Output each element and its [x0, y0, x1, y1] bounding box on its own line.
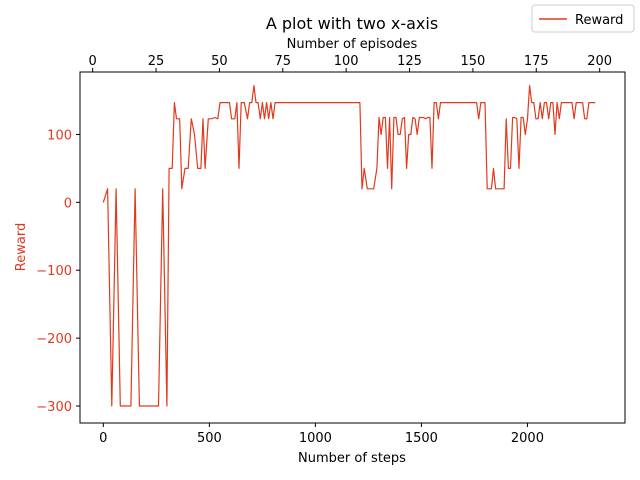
legend-box: [531, 4, 635, 33]
chart-title: A plot with two x-axis: [266, 14, 438, 33]
plot-area: [79, 71, 626, 424]
y-axis-label: Reward: [14, 223, 29, 271]
x2-axis-label: Number of episodes: [287, 37, 418, 52]
y-tick-label: −200: [36, 332, 72, 347]
legend: Reward: [531, 4, 635, 33]
legend-label-reward: Reward: [575, 13, 623, 28]
y-tick-label: 100: [47, 128, 72, 143]
x2-tick-label: 0: [89, 54, 97, 69]
x2-tick-label: 25: [148, 54, 165, 69]
x2-tick-label: 75: [275, 54, 292, 69]
y-tick-label: 0: [64, 196, 72, 211]
x-axis-label: Number of steps: [298, 451, 406, 466]
x2-tick-label: 50: [211, 54, 228, 69]
x-tick-label: 500: [197, 431, 222, 446]
y-axis: −300 −200 −100 0 100: [36, 128, 80, 415]
x-tick-label: 2000: [511, 431, 544, 446]
x-tick-label: 1500: [405, 431, 438, 446]
x-tick-label: 0: [99, 431, 107, 446]
x2-tick-label: 125: [397, 54, 422, 69]
x-axis-bottom: 0 500 1000 1500 2000: [99, 423, 544, 446]
x2-tick-label: 175: [524, 54, 549, 69]
y-tick-label: −100: [36, 264, 72, 279]
x-tick-label: 1000: [299, 431, 332, 446]
y-tick-label: −300: [36, 400, 72, 415]
x2-tick-label: 200: [587, 54, 612, 69]
series-layer: [102, 85, 596, 407]
x2-tick-label: 150: [460, 54, 485, 69]
axes-frame: [79, 71, 626, 424]
x2-tick-label: 100: [334, 54, 359, 69]
x-axis-top: 0 25 50 75 100 125 150 175 200: [89, 54, 612, 72]
series-line-reward: [102, 85, 596, 407]
